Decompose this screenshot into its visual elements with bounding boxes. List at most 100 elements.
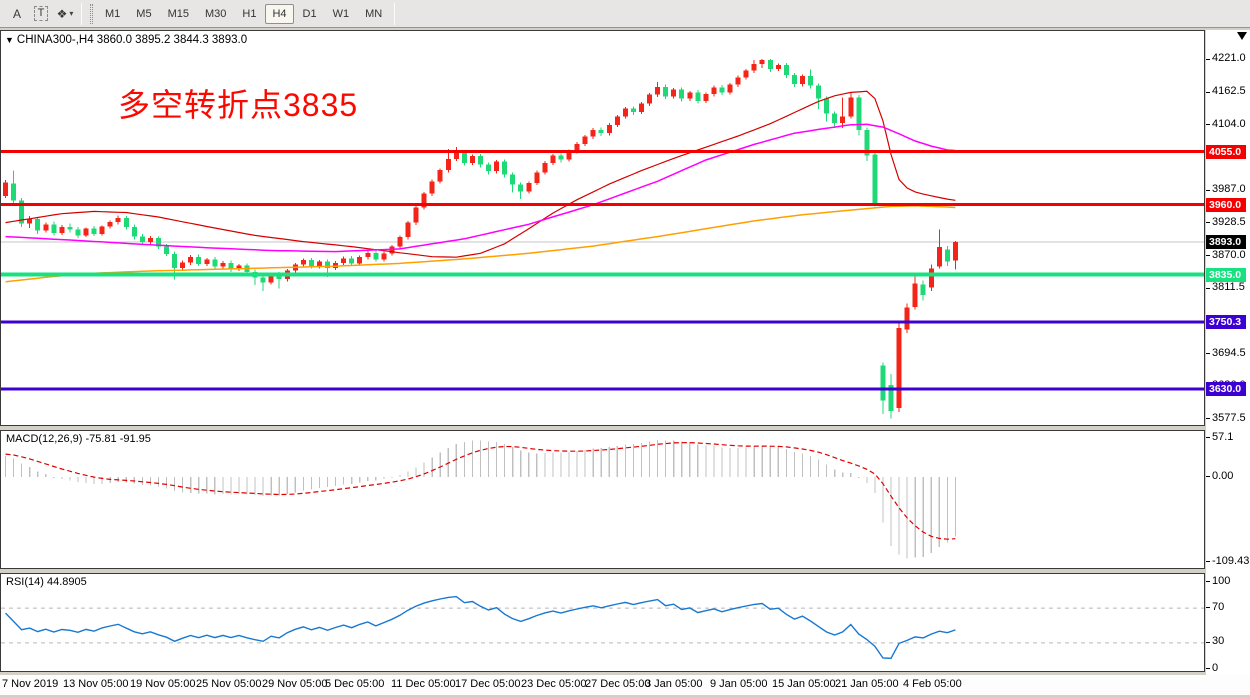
macd-histogram-bar — [560, 452, 562, 477]
macd-histogram-bar — [455, 443, 457, 477]
macd-histogram-bar — [793, 451, 795, 477]
candle — [703, 94, 709, 101]
cursor-tool-button[interactable]: ❖ ▾ — [54, 3, 76, 24]
axis-tick — [1206, 255, 1210, 256]
annotation-text: 多空转折点3835 — [118, 87, 359, 123]
macd-pane[interactable]: MACD(12,26,9) -75.81 -91.95 — [0, 430, 1205, 569]
chart-title-dropdown-icon[interactable]: ▼ — [5, 35, 14, 45]
macd-histogram-bar — [512, 446, 514, 477]
cursor-tool-icon: ❖ — [56, 6, 68, 21]
current-price-line — [1, 241, 1204, 243]
chart-shift-marker-icon — [1237, 32, 1247, 40]
time-axis[interactable]: 7 Nov 2019 13 Nov 05:00 19 Nov 05:00 25 Nov… — [0, 675, 1250, 695]
candle — [67, 227, 73, 230]
toolbar-drag-handle[interactable] — [90, 3, 93, 24]
macd-histogram-bar — [753, 446, 755, 477]
macd-histogram-bar — [737, 447, 739, 477]
rsi-canvas[interactable] — [1, 574, 1204, 671]
macd-histogram-bar — [334, 477, 337, 486]
support-resistance-line — [1, 387, 1204, 391]
timeframe-button-m1[interactable]: M1 — [105, 7, 121, 20]
timeframe-button-h1[interactable]: H1 — [242, 7, 257, 20]
time-axis-label: 29 Nov 05:00 — [262, 678, 328, 690]
candle — [268, 274, 274, 283]
annotations-tool-button[interactable]: A — [6, 3, 28, 24]
timeframe-button-w1[interactable]: W1 — [332, 7, 350, 20]
macd-histogram-bar — [536, 453, 538, 477]
macd-histogram-bar — [769, 446, 771, 477]
candle — [405, 222, 411, 238]
macd-histogram-bar — [439, 452, 441, 477]
chart-title: ▼ CHINA300-,H4 3860.0 3895.2 3844.3 3893.… — [5, 34, 247, 46]
candle — [936, 247, 942, 267]
axis-tick — [1206, 353, 1210, 355]
price-badge: 3750.3 — [1206, 314, 1246, 329]
candle — [582, 136, 588, 144]
macd-histogram-bar — [946, 477, 948, 543]
annotations-tool-icon: A — [12, 6, 21, 21]
macd-canvas[interactable] — [1, 431, 1204, 568]
ma-orange-line — [5, 205, 956, 283]
candle — [663, 86, 669, 97]
rsi-axis-label: 100 — [1212, 574, 1231, 587]
macd-histogram-bar — [21, 463, 23, 477]
candle — [880, 365, 886, 401]
macd-histogram-bar — [326, 477, 329, 488]
macd-histogram-bar — [584, 449, 586, 477]
macd-histogram-bar — [504, 443, 506, 477]
macd-histogram-bar — [938, 477, 940, 547]
time-axis-label: 5 Dec 05:00 — [325, 678, 385, 690]
candle — [711, 87, 717, 95]
macd-histogram-bar — [12, 458, 15, 477]
chevron-down-icon: ▾ — [69, 9, 74, 18]
macd-histogram-bar — [246, 477, 248, 495]
candle — [518, 184, 524, 192]
candle — [115, 218, 121, 223]
macd-axis-label: 57.1 — [1212, 430, 1234, 443]
price-axis-label: 4104.0 — [1212, 117, 1246, 130]
time-axis-label: 17 Dec 05:00 — [455, 678, 521, 690]
time-axis-label: 4 Feb 05:00 — [903, 678, 962, 690]
candle — [461, 152, 467, 163]
candle — [59, 227, 65, 234]
candle-wick — [327, 259, 328, 277]
timeframe-button-mn[interactable]: MN — [365, 7, 383, 20]
ma-magenta-line — [5, 123, 956, 253]
candle — [638, 103, 644, 112]
macd-histogram-bar — [479, 440, 482, 477]
price-axis[interactable]: 4221.04162.54104.04045.53987.03928.53870… — [1206, 30, 1250, 675]
timeframe-button-h4[interactable]: H4 — [265, 3, 294, 24]
price-badge: 3835.0 — [1206, 267, 1246, 282]
candle — [558, 155, 564, 160]
time-axis-label: 21 Jan 05:00 — [835, 678, 899, 690]
macd-histogram-bar — [214, 477, 216, 495]
candle — [212, 259, 218, 267]
timeframe-button-m5[interactable]: M5 — [136, 7, 152, 20]
main-chart-pane[interactable] — [0, 30, 1205, 426]
text-tool-button[interactable]: T — [30, 3, 52, 24]
rsi-pane[interactable]: RSI(14) 44.8905 — [0, 573, 1205, 672]
candle — [164, 246, 169, 254]
price-chart-canvas[interactable] — [1, 31, 1204, 425]
candle — [453, 152, 459, 159]
macd-histogram-bar — [576, 451, 578, 477]
macd-histogram-bar — [528, 452, 530, 477]
macd-histogram-bar — [729, 447, 731, 477]
candle — [816, 85, 822, 99]
candle — [469, 156, 475, 163]
macd-histogram-bar — [447, 447, 449, 477]
timeframe-button-m30[interactable]: M30 — [204, 7, 227, 20]
macd-histogram-bar — [69, 477, 71, 481]
candle — [413, 207, 419, 223]
timeframe-button-d1[interactable]: D1 — [302, 7, 317, 20]
axis-tick — [1206, 668, 1210, 669]
candle — [856, 97, 862, 130]
macd-histogram-bar — [286, 477, 288, 495]
timeframe-button-m15[interactable]: M15 — [167, 7, 189, 20]
candle — [477, 156, 483, 165]
macd-histogram-bar — [157, 477, 160, 487]
macd-histogram-bar — [93, 477, 95, 484]
axis-tick — [1206, 437, 1210, 438]
macd-histogram-bar — [182, 477, 184, 493]
support-resistance-line — [1, 272, 1204, 277]
